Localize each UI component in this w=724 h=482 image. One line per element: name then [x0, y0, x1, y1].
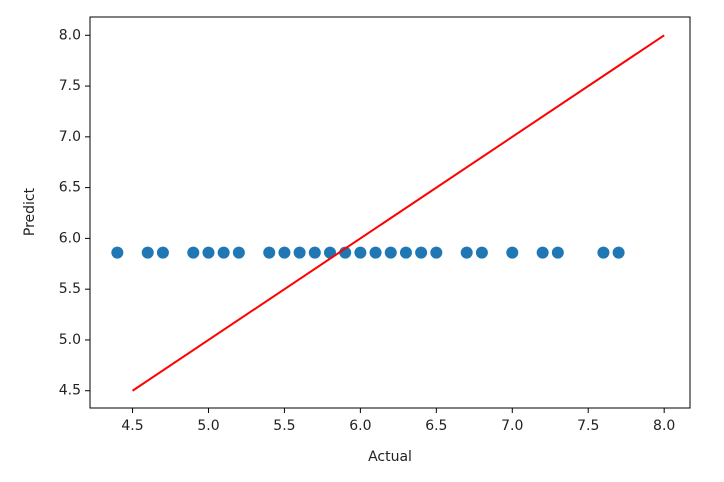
- x-tick-label: 8.0: [653, 418, 675, 434]
- y-tick-label: 8.0: [59, 27, 81, 43]
- scatter-point: [369, 246, 382, 259]
- scatter-point: [415, 246, 428, 259]
- x-tick-label: 6.0: [349, 418, 371, 434]
- scatter-point: [111, 246, 124, 259]
- scatter-point: [293, 246, 306, 259]
- y-tick-label: 7.0: [59, 129, 81, 145]
- scatter-point: [460, 246, 473, 259]
- x-tick-label: 5.0: [197, 418, 219, 434]
- scatter-point: [430, 246, 443, 259]
- scatter-point: [612, 246, 625, 259]
- scatter-point: [536, 246, 549, 259]
- line: [131, 34, 665, 392]
- scatter-point: [141, 246, 154, 259]
- scatter-point: [217, 246, 230, 259]
- scatter-point: [384, 246, 397, 259]
- x-tick-label: 7.0: [501, 418, 523, 434]
- scatter-point: [156, 246, 169, 259]
- scatter-point: [551, 246, 564, 259]
- plot-frame: [89, 16, 691, 409]
- x-tick-label: 4.5: [121, 418, 143, 434]
- scatter-point: [354, 246, 367, 259]
- y-tick-label: 5.0: [59, 332, 81, 348]
- x-tick-label: 6.5: [425, 418, 447, 434]
- y-tick-label: 6.5: [59, 180, 81, 196]
- x-axis-label: Actual: [368, 449, 412, 465]
- x-tick-label: 7.5: [577, 418, 599, 434]
- scatter-point: [399, 246, 412, 259]
- scatter-point: [278, 246, 291, 259]
- scatter-point: [232, 246, 245, 259]
- y-tick-label: 5.5: [59, 281, 81, 297]
- scatter-point: [506, 246, 519, 259]
- scatter-point: [475, 246, 488, 259]
- scatter-point: [202, 246, 215, 259]
- x-tick-label: 5.5: [273, 418, 295, 434]
- y-tick-label: 6.0: [59, 230, 81, 246]
- scatter-point: [308, 246, 321, 259]
- scatter-point: [263, 246, 276, 259]
- scatter-point: [597, 246, 610, 259]
- y-tick-label: 7.5: [59, 78, 81, 94]
- y-axis-label: Predict: [22, 187, 38, 236]
- y-tick-label: 4.5: [59, 383, 81, 399]
- scatter-point: [187, 246, 200, 259]
